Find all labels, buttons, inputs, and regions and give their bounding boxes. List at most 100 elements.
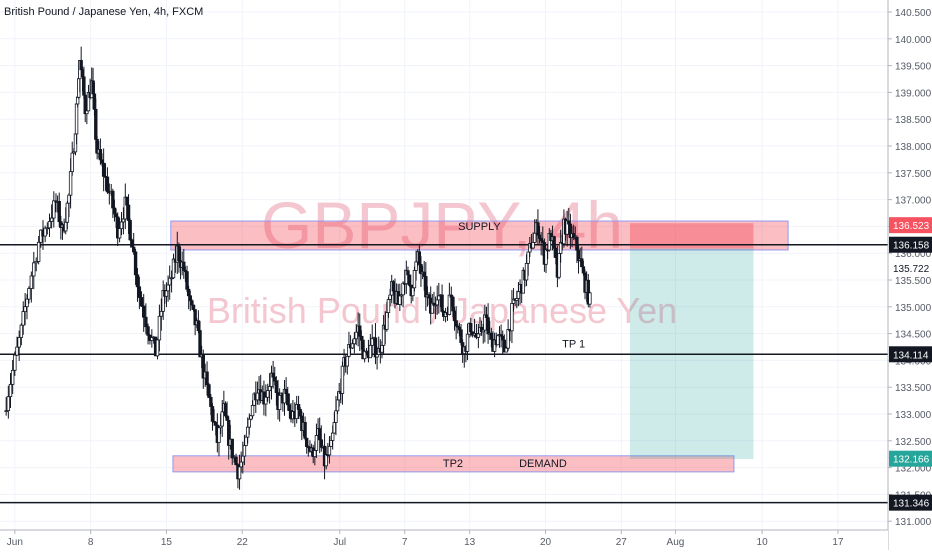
candle-body <box>94 108 98 140</box>
candle-body <box>476 333 481 338</box>
candle-body <box>526 251 530 264</box>
candle-body <box>249 415 253 420</box>
price-tick-label: 138.500 <box>895 115 932 126</box>
candle-body <box>21 311 25 326</box>
candle-body <box>146 326 150 336</box>
candle-body <box>516 291 521 299</box>
candle-body <box>67 194 71 204</box>
candle-body <box>185 271 189 290</box>
candle-body <box>422 271 426 277</box>
candle-body <box>230 438 234 459</box>
candle-body <box>287 404 292 412</box>
candle-body <box>159 310 164 317</box>
candle-body <box>391 281 396 292</box>
candle-body <box>286 393 290 406</box>
candle-body <box>345 355 350 367</box>
time-tick-label: 22 <box>237 537 249 548</box>
candle-body <box>139 297 144 307</box>
candle-body <box>150 337 154 341</box>
candle-body <box>465 333 470 352</box>
candle-body <box>234 456 238 466</box>
candle-body <box>49 217 54 222</box>
candle-body <box>284 388 288 395</box>
candle-body <box>6 396 11 412</box>
candle-body <box>166 284 170 292</box>
candle-body <box>303 421 307 439</box>
candle-body <box>130 239 134 248</box>
time-axis-background <box>0 530 888 550</box>
tp1-label: TP 1 <box>562 339 585 351</box>
candle-body <box>552 236 556 249</box>
price-tick-label: 135.000 <box>895 303 932 314</box>
candle-body <box>454 320 458 327</box>
candle-body <box>544 249 548 265</box>
candle-body <box>502 339 507 353</box>
candle-body <box>294 404 299 420</box>
candle-body <box>100 159 104 164</box>
candle-body <box>207 384 211 398</box>
candle-body <box>340 365 345 394</box>
candle-body <box>537 234 542 239</box>
candle-body <box>98 149 103 161</box>
candle-body <box>47 221 52 229</box>
candle-body <box>239 461 243 468</box>
candle-body <box>335 399 340 412</box>
candle-body <box>247 418 251 428</box>
price-label-dark: 136.158 <box>893 241 930 252</box>
candle-body <box>452 310 457 322</box>
candle-body <box>111 190 115 209</box>
candle-body <box>457 326 462 331</box>
time-tick-label: 7 <box>402 537 408 548</box>
short-position-tool[interactable] <box>629 223 754 460</box>
candle-body <box>267 386 272 392</box>
price-axis[interactable]: 131.000131.500132.000132.500133.000133.5… <box>887 0 932 550</box>
chart-title: British Pound / Japanese Yen, 4h, FXCM <box>4 6 204 18</box>
candle-body <box>385 312 389 330</box>
candle-body <box>469 322 473 333</box>
candle-body <box>496 335 500 346</box>
candle-body <box>34 261 38 264</box>
price-tick-label: 133.500 <box>895 383 932 394</box>
candle-body <box>373 337 378 358</box>
candle-body <box>352 338 357 345</box>
candle-body <box>304 437 309 448</box>
time-tick-label: 13 <box>464 537 476 548</box>
candle-body <box>588 292 592 305</box>
price-label-red: 136.523 <box>893 221 930 232</box>
time-axis[interactable]: Jun 8 15 22 Jul 7 13 20 27 Aug 10 17 <box>0 529 888 550</box>
candle-body <box>277 394 282 411</box>
candle-body <box>135 274 140 288</box>
candle-body <box>167 277 172 286</box>
candle-body <box>489 332 494 340</box>
candle-body <box>74 103 79 135</box>
candle-body <box>155 339 160 357</box>
tp2-label: TP2 <box>443 458 463 470</box>
candle-body <box>581 266 586 274</box>
price-label-box <box>889 260 932 277</box>
candle-body <box>27 288 31 300</box>
candle-body <box>65 202 70 223</box>
candle-body <box>133 251 138 276</box>
candle-body <box>223 403 228 417</box>
candle-body <box>137 286 142 298</box>
candle-body <box>237 466 242 480</box>
candle-body <box>201 354 205 379</box>
candle-body <box>334 410 338 423</box>
price-label-box <box>889 450 932 467</box>
candle-body <box>324 454 328 467</box>
candle-body <box>36 241 41 262</box>
candle-body <box>447 294 452 316</box>
candle-body <box>4 410 8 413</box>
candle-body <box>43 227 47 237</box>
candle-body <box>531 241 535 249</box>
candle-body <box>198 330 202 358</box>
price-tick-label: 140.000 <box>895 35 932 46</box>
demand-label: DEMAND <box>519 458 567 470</box>
candle-body <box>314 434 319 451</box>
candle-body <box>225 415 229 421</box>
price-tick-label: 136.000 <box>895 249 932 260</box>
candle-body <box>210 406 215 422</box>
price-tick-label: 137.000 <box>895 196 932 207</box>
candle-body <box>13 354 17 371</box>
